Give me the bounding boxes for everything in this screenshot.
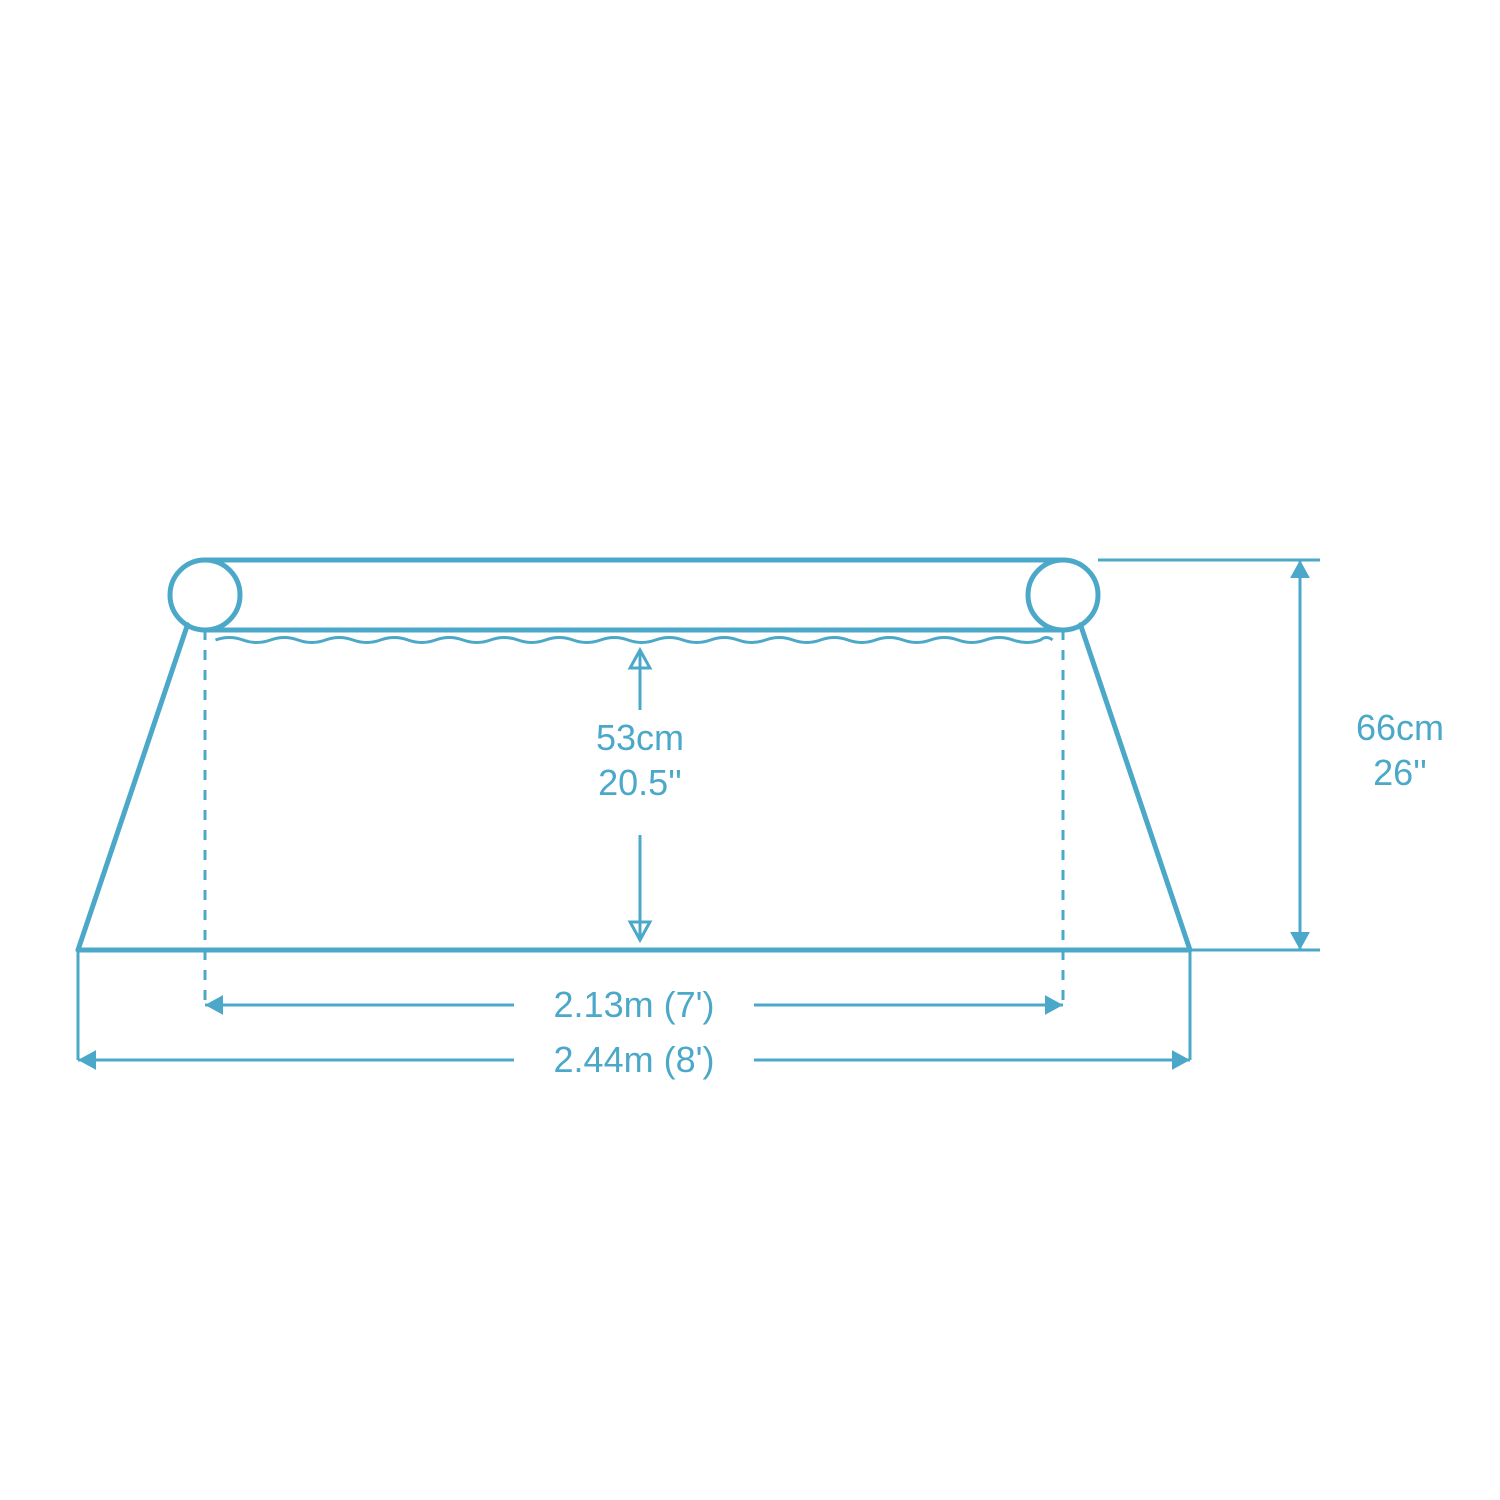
water-line — [216, 638, 1053, 643]
label-width-base: 2.44m (8') — [554, 1039, 715, 1080]
label-water-metric: 53cm — [596, 717, 684, 758]
label-height-total-metric: 66cm — [1356, 707, 1444, 748]
label-width-top: 2.13m (7') — [554, 984, 715, 1025]
label-water-imperial: 20.5'' — [598, 762, 682, 803]
label-height-total-imperial: 26'' — [1373, 752, 1427, 793]
